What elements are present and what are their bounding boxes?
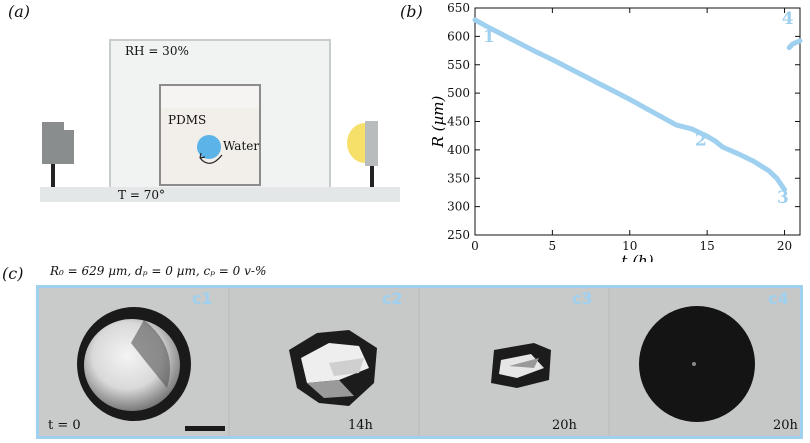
droplet-c2	[289, 330, 377, 406]
x-tick-label: 15	[700, 239, 715, 253]
params-text: R₀ = 629 µm, dₚ = 0 µm, cₚ = 0 v-%	[50, 264, 267, 278]
point-annotation-4: 4	[782, 9, 794, 29]
series-line-2	[786, 38, 803, 51]
panel-c-label: (c)	[2, 264, 24, 283]
rh-label: RH = 30%	[125, 44, 189, 58]
camera	[42, 122, 64, 164]
point-annotation-1: 1	[483, 27, 495, 47]
x-tick-label: 0	[471, 239, 479, 253]
frame-c4-tag: c4	[768, 289, 789, 308]
y-tick-label: 500	[447, 86, 470, 100]
water-droplet	[197, 135, 221, 159]
y-tick-label: 400	[447, 143, 470, 157]
droplet-c4	[639, 306, 755, 422]
pdms-label: PDMS	[168, 113, 207, 127]
series-line-1	[472, 17, 787, 193]
panel-b-label: (b)	[400, 2, 423, 21]
y-tick-label: 550	[447, 58, 470, 72]
x-tick-label: 20	[777, 239, 792, 253]
x-axis-label: t (h)	[621, 252, 653, 262]
image-strip	[36, 285, 803, 439]
water-label: Water	[223, 139, 260, 153]
heated-table	[40, 187, 400, 202]
frame-c1-time: t = 0	[48, 418, 81, 433]
point-annotation-2: 2	[695, 130, 707, 150]
x-tick-label: 10	[622, 239, 637, 253]
y-tick-label: 350	[447, 171, 470, 185]
point-annotation-3: 3	[777, 188, 789, 208]
frame-c4-time: 20h	[773, 418, 798, 433]
lamp	[347, 123, 365, 163]
frame-c3-tag: c3	[572, 289, 593, 308]
y-tick-label: 450	[447, 115, 470, 129]
frame-c2-time: 14h	[348, 418, 373, 433]
droplet-c3	[491, 343, 551, 388]
y-tick-label: 600	[447, 29, 470, 43]
plot-frame	[474, 7, 801, 236]
panel-a-label: (a)	[8, 2, 31, 21]
y-tick-label: 300	[447, 200, 470, 214]
setup-schematic	[40, 39, 400, 202]
x-tick-label: 5	[549, 239, 557, 253]
water-arrow	[199, 154, 223, 164]
frame-c3-time: 20h	[552, 418, 577, 433]
scale-bar	[185, 426, 225, 431]
frame-c2-tag: c2	[382, 289, 403, 308]
y-tick-label: 250	[447, 228, 470, 242]
y-axis-label: R (µm)	[430, 95, 447, 148]
temperature-label: T = 70°	[118, 188, 165, 202]
radius-chart: 0 5 10 15 20 250 300 350 400 450 500 550 600 650 t (h)…	[430, 1, 803, 262]
y-tick-label: 650	[447, 1, 470, 15]
frame-c1-tag: c1	[192, 289, 213, 308]
droplet-c1	[77, 307, 191, 421]
